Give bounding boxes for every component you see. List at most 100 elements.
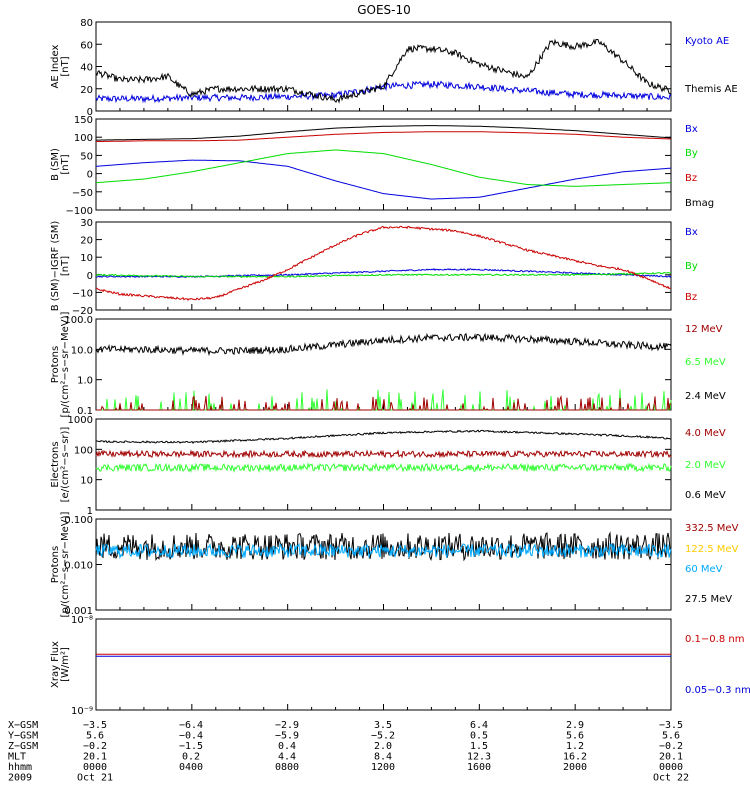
y-tick-label-b: −50	[72, 188, 93, 199]
y-axis-label-xray: Xray Flux	[50, 641, 61, 688]
y-axis-label-protons_high: [p/(cm²−s−sr−MeV)]	[60, 511, 71, 617]
legend-xray: 0.05−0.3 nm	[685, 685, 750, 696]
legend-ae: Kyoto AE	[685, 36, 729, 47]
series-ae-1	[95, 38, 672, 104]
orbit-row-value: 16.2	[563, 752, 587, 763]
y-tick-label-protons_low: 100.0	[64, 315, 93, 326]
y-tick-label-b: 100	[74, 133, 93, 144]
panel-frame-xray	[95, 618, 672, 711]
y-axis-label-ae: AE Index	[50, 44, 61, 88]
orbit-row-label: MLT	[8, 752, 26, 763]
orbit-row-value: 0000	[83, 762, 107, 773]
series-protons_high-0	[95, 531, 672, 562]
legend-b: Bmag	[685, 198, 714, 209]
orbit-row-value: 2.9	[566, 720, 584, 731]
orbit-row-value: 3.5	[374, 720, 392, 731]
orbit-row-value: 8.4	[374, 752, 392, 763]
orbit-row-value: −3.5	[83, 720, 107, 731]
y-axis-label-b: B (SM)	[50, 148, 61, 181]
chart-title: GOES-10	[357, 3, 411, 17]
y-tick-label-b: −100	[66, 206, 93, 217]
orbit-row-value: 2000	[563, 762, 587, 773]
orbit-row-value: 0000	[659, 762, 683, 773]
legend-electrons: 2.0 MeV	[685, 460, 726, 471]
legend-xray: 0.1−0.8 nm	[685, 634, 744, 645]
orbit-row-value: −2.9	[275, 720, 299, 731]
orbit-row-label: Y−GSM	[8, 731, 38, 742]
legend-protons_low: 6.5 MeV	[685, 357, 726, 368]
orbit-row-value: 0.4	[278, 741, 296, 752]
orbit-row-value: −5.9	[275, 731, 299, 742]
y-tick-label-ae: 80	[80, 18, 93, 29]
y-tick-label-bdiff: 30	[80, 218, 93, 229]
panel-frame-protons_low	[95, 318, 672, 411]
legend-protons_high: 332.5 MeV	[685, 523, 739, 534]
series-bdiff-1	[95, 271, 672, 278]
orbit-row-value: 1.5	[470, 741, 488, 752]
legend-bdiff: By	[685, 261, 698, 272]
y-tick-label-electrons: 1	[87, 506, 93, 517]
orbit-row-value: −0.2	[83, 741, 107, 752]
series-b-0	[95, 159, 672, 200]
series-protons_low-0	[95, 332, 672, 357]
panel-frame-protons_high	[95, 518, 672, 611]
series-electrons-1	[95, 449, 672, 459]
legend-ae: Themis AE	[684, 84, 738, 95]
legend-electrons: 4.0 MeV	[685, 428, 726, 439]
panel-frame-bdiff	[95, 221, 672, 311]
y-tick-label-ae: 40	[80, 63, 93, 74]
series-protons_high-1	[95, 542, 672, 560]
orbit-row-value: 20.1	[83, 752, 107, 763]
y-tick-label-protons_low: 10.0	[71, 345, 93, 356]
y-tick-label-ae: 20	[80, 85, 93, 96]
orbit-row-value: 0.2	[182, 752, 200, 763]
orbit-row-value: 5.6	[662, 731, 680, 742]
series-bdiff-0	[95, 268, 672, 279]
y-tick-label-xray: 10⁻⁹	[71, 706, 93, 717]
y-axis-label-electrons: Electrons	[50, 441, 61, 487]
orbit-row-value: 6.4	[470, 720, 488, 731]
orbit-row-value: 1200	[371, 762, 395, 773]
orbit-row-value: 4.4	[278, 752, 296, 763]
orbit-row-value: 2.0	[374, 741, 392, 752]
y-tick-label-xray: 10⁻⁸	[71, 615, 93, 626]
y-axis-label-bdiff: [nT]	[60, 256, 71, 276]
legend-b: Bz	[685, 173, 697, 184]
orbit-row-label: hhmm	[8, 762, 32, 773]
legend-protons_low: 2.4 MeV	[685, 391, 726, 402]
orbit-row-label: X−GSM	[8, 720, 38, 731]
orbit-row-value: 5.6	[566, 731, 584, 742]
series-electrons-2	[95, 462, 672, 474]
y-tick-label-ae: 60	[80, 40, 93, 51]
legend-electrons: 0.6 MeV	[685, 490, 726, 501]
orbit-row-value: 0800	[275, 762, 299, 773]
legend-protons_high: 122.5 MeV	[685, 544, 739, 555]
orbit-row-value: 5.6	[86, 731, 104, 742]
orbit-row-value: Oct 21	[77, 773, 113, 784]
series-ae-0	[95, 80, 672, 104]
series-b-3	[96, 125, 671, 141]
y-tick-label-electrons: 10	[80, 476, 93, 487]
orbit-row-value: −5.2	[371, 731, 395, 742]
orbit-row-value: Oct 22	[653, 773, 689, 784]
y-tick-label-protons_high: 0.001	[64, 606, 93, 617]
legend-b: Bx	[685, 124, 698, 135]
y-tick-label-bdiff: 0	[87, 271, 93, 282]
orbit-row-value: −6.4	[179, 720, 203, 731]
y-axis-label-b: [nT]	[60, 154, 71, 174]
orbit-row-value: 1600	[467, 762, 491, 773]
legend-bdiff: Bx	[685, 227, 698, 238]
legend-protons_high: 60 MeV	[685, 564, 723, 575]
orbit-row-label: Z−GSM	[8, 741, 38, 752]
y-tick-label-electrons: 100	[74, 445, 93, 456]
series-protons_low-2	[96, 394, 672, 412]
orbit-row-value: 20.1	[659, 752, 683, 763]
y-tick-label-bdiff: 20	[80, 236, 93, 247]
y-tick-label-protons_high: 0.010	[64, 561, 93, 572]
legend-protons_low: 12 MeV	[685, 324, 723, 335]
y-axis-label-bdiff: B (SM)−IGRF (SM)	[50, 221, 61, 312]
legend-bdiff: Bz	[685, 292, 697, 303]
series-b-2	[96, 131, 671, 143]
y-tick-label-electrons: 1000	[68, 415, 93, 426]
